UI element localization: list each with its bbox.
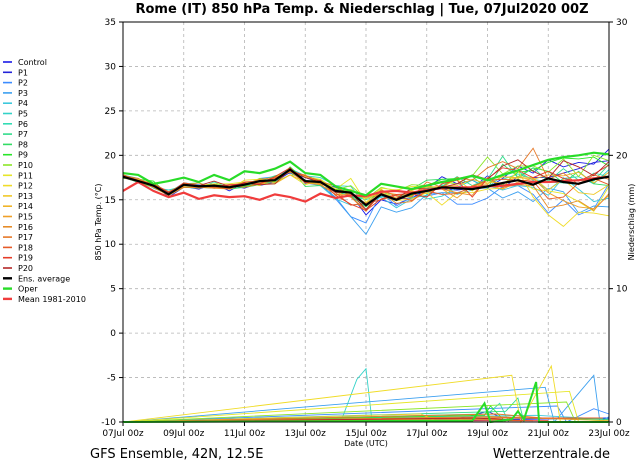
x-tick-label: 09Jul 00z — [163, 429, 205, 439]
legend-label: P8 — [18, 140, 28, 149]
legend-label: P18 — [18, 243, 33, 252]
y2-tick-label: 0 — [616, 418, 622, 428]
legend-label: Ens. average — [18, 274, 70, 283]
y-tick-label: 5 — [110, 285, 116, 295]
y2-tick-label: 10 — [616, 285, 628, 295]
x-tick-label: 19Jul 00z — [467, 429, 509, 439]
legend-label: P4 — [18, 99, 28, 108]
y-tick-label: 0 — [110, 329, 116, 339]
x-tick-label: 07Jul 00z — [102, 429, 144, 439]
precip-line-P17 — [122, 413, 543, 423]
y-tick-label: 30 — [105, 62, 117, 72]
x-tick-label: 11Jul 00z — [224, 429, 266, 439]
legend-label: P6 — [18, 120, 28, 129]
x-axis-label: Date (UTC) — [344, 439, 388, 448]
legend-label: P14 — [18, 202, 33, 211]
y-axis-label: 850 hPa Temp. (°C) — [94, 183, 103, 260]
y2-tick-label: 20 — [616, 151, 628, 161]
y-tick-label: 25 — [105, 107, 116, 117]
legend-label: P13 — [18, 192, 33, 201]
y-tick-label: -5 — [107, 374, 116, 384]
ens-average-line — [122, 168, 610, 207]
y2-axis-label: Niederschlag (mm) — [627, 184, 636, 261]
y-tick-label: 20 — [105, 151, 117, 161]
legend-label: P17 — [18, 233, 33, 242]
x-axis-ticks: 07Jul 00z 09Jul 00z 11Jul 00z 13Jul 00z 15Ju… — [102, 422, 630, 439]
precipitation-lines — [122, 364, 610, 424]
legend-label: P11 — [18, 171, 33, 180]
oper-line — [122, 151, 610, 197]
plot-frame — [122, 21, 610, 423]
legend-label: P5 — [18, 110, 28, 119]
legend-label: Oper — [18, 285, 38, 294]
legend-label: P10 — [18, 161, 33, 170]
y-tick-label: -10 — [101, 418, 116, 428]
footer-left: GFS Ensemble, 42N, 12.5E — [90, 447, 263, 462]
y2-axis-ticks: 0 10 20 30 — [609, 18, 628, 428]
legend-label: P16 — [18, 223, 33, 232]
y-tick-label: 10 — [105, 240, 117, 250]
legend-label: P7 — [18, 130, 28, 139]
precip-line-P11 — [122, 390, 580, 423]
legend-label: P3 — [18, 89, 28, 98]
x-tick-label: 13Jul 00z — [285, 429, 327, 439]
legend-label: P12 — [18, 182, 33, 191]
legend-label: Mean 1981-2010 — [18, 295, 86, 304]
footer-right: Wetterzentrale.de — [493, 447, 610, 462]
x-tick-label: 23Jul 00z — [588, 429, 630, 439]
x-tick-label: 15Jul 00z — [345, 429, 387, 439]
member-line-P16 — [122, 171, 610, 212]
y-axis-ticks: -10 -5 0 5 10 15 20 25 30 35 — [101, 18, 123, 428]
precip-line-oper — [122, 381, 609, 424]
y-tick-label: 15 — [105, 196, 116, 206]
legend-label: P20 — [18, 264, 33, 273]
legend-label: P1 — [18, 68, 28, 77]
legend-label: P9 — [18, 151, 28, 160]
legend-label: Control — [18, 58, 47, 67]
y-tick-label: 35 — [105, 18, 116, 28]
x-tick-label: 21Jul 00z — [528, 429, 570, 439]
legend-label: P2 — [18, 79, 28, 88]
y2-tick-label: 30 — [616, 18, 628, 28]
highlight-lines — [122, 151, 610, 207]
chart-title: Rome (IT) 850 hPa Temp. & Niederschlag |… — [135, 2, 588, 17]
x-tick-label: 17Jul 00z — [406, 429, 448, 439]
legend-label: P19 — [18, 254, 33, 263]
legend-label: P15 — [18, 213, 33, 222]
